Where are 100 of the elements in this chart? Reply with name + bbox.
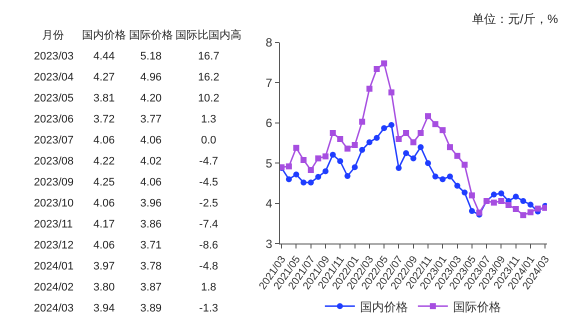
point [468, 208, 475, 214]
point [418, 144, 424, 150]
point [344, 146, 350, 152]
category-label: 2024/02 [34, 282, 74, 294]
data-label: 4.06 [140, 134, 162, 147]
point [432, 173, 438, 180]
legend-label: 国内价格 [360, 300, 408, 314]
point [490, 192, 497, 198]
data-label: 3.72 [93, 114, 115, 126]
category-label: 2023/03 [34, 50, 74, 63]
text: 国际价格 [128, 30, 173, 42]
data-label: 0.0 [200, 134, 216, 147]
data-label: -4.5 [199, 176, 218, 189]
y-tick-label: 4 [266, 196, 273, 211]
point [454, 152, 460, 159]
text: 月份 [42, 30, 64, 42]
data-label: 5.18 [140, 50, 162, 63]
point [366, 86, 372, 92]
data-label: 4.22 [93, 156, 115, 168]
data-label: 4.06 [140, 176, 162, 189]
point [308, 179, 314, 186]
data-label: 3.89 [140, 302, 162, 315]
data-label: 4.06 [93, 134, 115, 147]
point [381, 60, 388, 66]
point [425, 160, 432, 166]
point [374, 66, 380, 72]
category-label: 2023/05 [34, 92, 74, 105]
point [330, 130, 336, 136]
point [520, 198, 526, 204]
point [359, 118, 366, 125]
y-tick-label: 3 [266, 236, 273, 251]
point [337, 158, 344, 164]
point [330, 152, 336, 158]
point [315, 155, 322, 162]
data-label: 4.27 [93, 72, 115, 84]
point [344, 173, 350, 180]
point [534, 206, 541, 212]
data-label: 3.87 [140, 282, 162, 294]
point [300, 179, 307, 186]
point [403, 130, 410, 136]
point [506, 202, 512, 208]
category-label: 2023/07 [34, 134, 74, 147]
data-label: 3.80 [93, 282, 115, 294]
point [322, 168, 329, 174]
data-label: 16.7 [198, 50, 220, 63]
data-label: 16.2 [198, 72, 220, 84]
point [528, 202, 534, 208]
y-tick-label: 7 [266, 76, 273, 90]
point [403, 150, 410, 156]
point [490, 200, 497, 206]
point [286, 176, 292, 182]
point [359, 146, 366, 153]
point [293, 171, 300, 178]
point [381, 125, 388, 132]
data-label: 3.71 [140, 240, 162, 252]
point [440, 127, 446, 134]
data-label: 4.25 [93, 176, 115, 189]
point [388, 122, 394, 128]
data-label: 4.44 [93, 50, 115, 63]
point [512, 206, 519, 212]
point [462, 190, 468, 196]
y-tick-label: 5 [266, 156, 273, 170]
data-label: -2.5 [199, 198, 218, 210]
point [498, 198, 504, 204]
point [520, 212, 526, 218]
text: 国内价格 [82, 28, 126, 42]
point [512, 194, 519, 200]
data-label: 3.78 [140, 260, 162, 273]
data-label: 1.8 [200, 282, 216, 294]
data-label: -4.8 [199, 260, 218, 273]
point [366, 139, 372, 146]
point [315, 174, 322, 180]
data-label: -1.3 [199, 302, 218, 315]
point [396, 136, 402, 142]
text: 单位：元/斤，% [472, 12, 558, 26]
y-tick-label: 8 [266, 36, 273, 50]
point [322, 153, 329, 160]
category-label: 2024/03 [34, 302, 74, 315]
point [337, 136, 344, 142]
data-label: 3.96 [140, 198, 162, 210]
category-label: 2023/04 [34, 72, 74, 84]
category-label: 2023/09 [34, 176, 74, 189]
data-label: 3.94 [93, 302, 115, 315]
category-label: 2023/08 [34, 156, 74, 168]
data-label: -7.4 [199, 218, 218, 231]
data-label: 4.02 [140, 156, 162, 168]
category-label: 2023/11 [34, 218, 73, 231]
data-label: 4.06 [93, 198, 115, 210]
point [293, 144, 300, 151]
point [388, 89, 394, 96]
point [308, 167, 314, 174]
data-label: -4.7 [199, 156, 218, 168]
point [374, 134, 380, 141]
data-label: 3.86 [140, 218, 162, 231]
point [286, 163, 292, 170]
point [300, 156, 307, 163]
point [352, 142, 358, 148]
point [446, 173, 453, 180]
data-label: 4.96 [140, 72, 162, 84]
data-label: 3.81 [93, 92, 115, 105]
